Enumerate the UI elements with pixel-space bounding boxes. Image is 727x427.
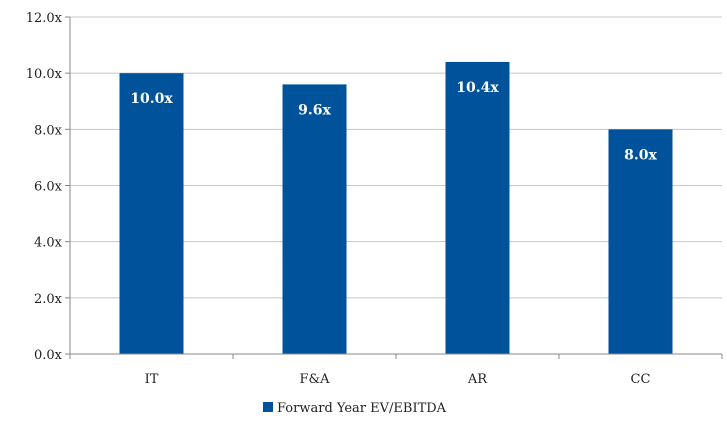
- y-tick-label: 2.0x: [34, 292, 63, 307]
- axes: [69, 17, 722, 355]
- legend-swatch: [263, 402, 273, 412]
- y-tick-label: 8.0x: [34, 123, 63, 138]
- y-tick-label: 12.0x: [26, 11, 63, 26]
- data-label: 8.0x: [624, 147, 657, 163]
- x-axis-categories: IT F&A AR CC: [69, 354, 723, 387]
- y-tick-label: 4.0x: [34, 236, 63, 251]
- bar: [445, 61, 510, 354]
- y-tick-label: 6.0x: [34, 180, 63, 195]
- x-category-label: IT: [145, 372, 159, 387]
- x-category-label: AR: [467, 372, 488, 387]
- bar: [119, 73, 184, 355]
- y-tick-label: 10.0x: [26, 67, 63, 82]
- y-axis-ticks: 0.0x 2.0x 4.0x 6.0x 8.0x 10.0x 12.0x: [26, 11, 70, 363]
- bars: [119, 61, 673, 355]
- bar: [282, 84, 347, 355]
- y-tick-label: 0.0x: [34, 348, 63, 363]
- x-category-label: CC: [631, 372, 651, 387]
- legend: Forward Year EV/EBITDA: [263, 401, 447, 416]
- data-label: 10.0x: [130, 91, 173, 107]
- bar: [608, 129, 673, 354]
- data-labels: 10.0x 9.6x 10.4x 8.0x: [130, 80, 657, 163]
- data-label: 10.4x: [456, 80, 499, 96]
- data-label: 9.6x: [298, 102, 331, 118]
- x-category-label: F&A: [300, 372, 331, 387]
- legend-label: Forward Year EV/EBITDA: [277, 401, 447, 416]
